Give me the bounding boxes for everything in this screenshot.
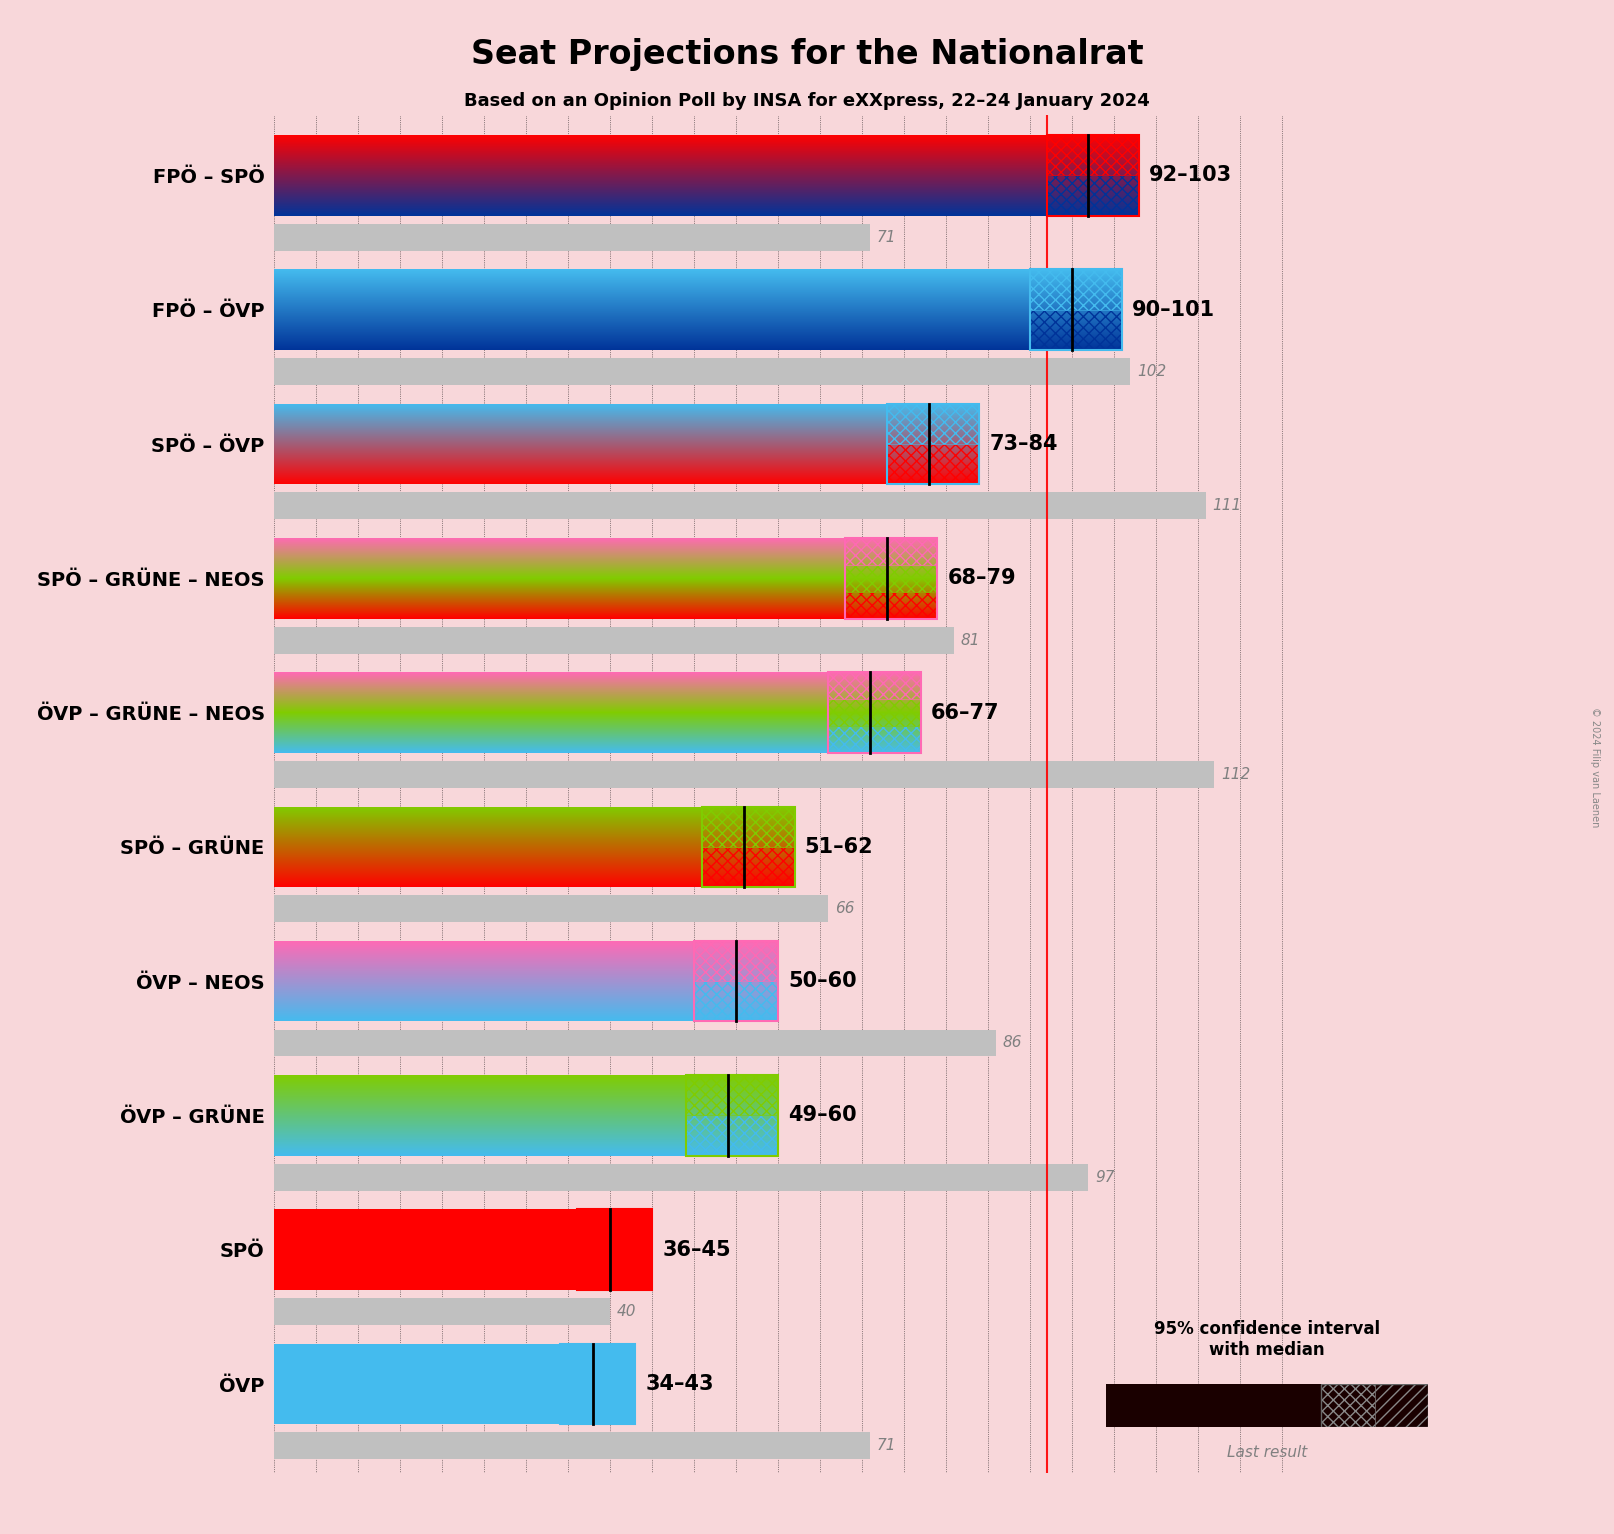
Bar [274,1298,610,1325]
Text: 111: 111 [1212,499,1241,514]
Bar [694,982,778,1022]
Bar [576,1209,652,1290]
Bar [1375,1384,1428,1427]
Bar [1030,270,1122,350]
Bar [1030,270,1122,310]
Bar [888,403,980,443]
Bar [828,672,920,753]
Bar [846,538,938,618]
Bar [274,1209,576,1290]
Text: 97: 97 [1096,1170,1115,1184]
Bar [1030,310,1122,350]
Bar [274,896,828,922]
Text: Seat Projections for the Nationalrat: Seat Projections for the Nationalrat [471,38,1143,72]
Text: 90–101: 90–101 [1131,299,1215,319]
Bar [576,1209,652,1290]
Text: 71: 71 [876,1439,896,1453]
Text: 102: 102 [1138,364,1167,379]
Text: 81: 81 [960,632,980,647]
Bar [686,1075,778,1115]
Bar [274,627,954,653]
Text: 50–60: 50–60 [788,971,857,991]
Bar [846,538,938,565]
Bar [888,443,980,485]
Bar [274,1164,1088,1190]
Bar [274,1433,870,1459]
Text: 95% confidence interval
with median: 95% confidence interval with median [1154,1319,1380,1359]
Text: 51–62: 51–62 [805,838,873,858]
Text: 34–43: 34–43 [646,1374,713,1394]
Text: 92–103: 92–103 [1149,166,1231,186]
Bar [560,1344,636,1424]
Text: 49–60: 49–60 [788,1106,857,1126]
Bar [274,492,1206,518]
Bar [702,847,794,887]
Text: 66: 66 [834,900,854,916]
Bar [888,403,980,485]
Bar [560,1344,636,1424]
Text: 68–79: 68–79 [947,568,1017,589]
Bar [686,1115,778,1155]
Text: 71: 71 [876,230,896,245]
Bar [274,1344,560,1424]
Text: © 2024 Filip van Laenen: © 2024 Filip van Laenen [1590,707,1599,827]
Bar [1046,175,1139,216]
Bar [274,357,1130,385]
Bar [828,700,920,726]
Bar [274,1029,996,1057]
Text: 112: 112 [1222,767,1251,782]
Text: 36–45: 36–45 [662,1239,731,1259]
Text: 86: 86 [1002,1035,1022,1051]
Bar [694,940,778,982]
Text: 40: 40 [617,1304,636,1319]
Text: 66–77: 66–77 [931,703,999,723]
Text: Last result: Last result [1227,1445,1307,1460]
Bar [1320,1384,1428,1427]
Bar [560,1344,636,1424]
Bar [1046,135,1139,175]
Bar [702,807,794,887]
Bar [1375,1384,1428,1427]
Bar [576,1209,652,1290]
Text: Based on an Opinion Poll by INSA for eXXpress, 22–24 January 2024: Based on an Opinion Poll by INSA for eXX… [465,92,1149,110]
Bar [694,940,778,1022]
Bar [846,565,938,592]
Bar [1320,1384,1375,1427]
Bar [1320,1384,1375,1427]
Bar [1046,135,1139,216]
Bar [828,726,920,753]
Bar [702,807,794,847]
Text: 73–84: 73–84 [989,434,1057,454]
Bar [274,224,870,250]
Bar [686,1075,778,1155]
Bar [828,672,920,700]
Bar [274,761,1214,788]
Bar [846,592,938,618]
Bar [1106,1384,1320,1427]
